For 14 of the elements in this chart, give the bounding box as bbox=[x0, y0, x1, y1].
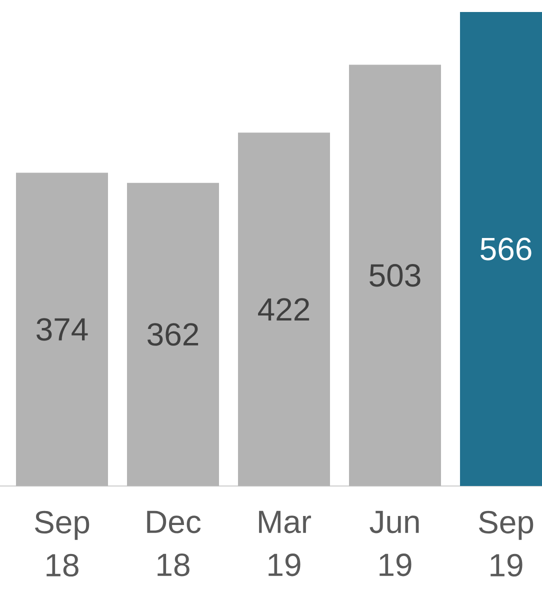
x-tick-label: Sep 18 bbox=[34, 510, 90, 577]
x-tick-label: Jun 19 bbox=[370, 510, 419, 576]
data-label: 374 bbox=[36, 318, 88, 341]
x-tick-label: Sep 19 bbox=[478, 510, 534, 577]
data-label: 503 bbox=[370, 264, 420, 287]
data-label: 422 bbox=[258, 298, 310, 320]
bar bbox=[16, 172, 108, 486]
data-label: 362 bbox=[148, 323, 198, 346]
x-tick-label: Dec 18 bbox=[147, 510, 201, 576]
bar bbox=[127, 182, 220, 486]
x-tick-label: Mar 19 bbox=[259, 510, 312, 576]
data-label: 566 bbox=[480, 238, 532, 260]
bar bbox=[238, 132, 330, 486]
bar bbox=[349, 64, 442, 486]
